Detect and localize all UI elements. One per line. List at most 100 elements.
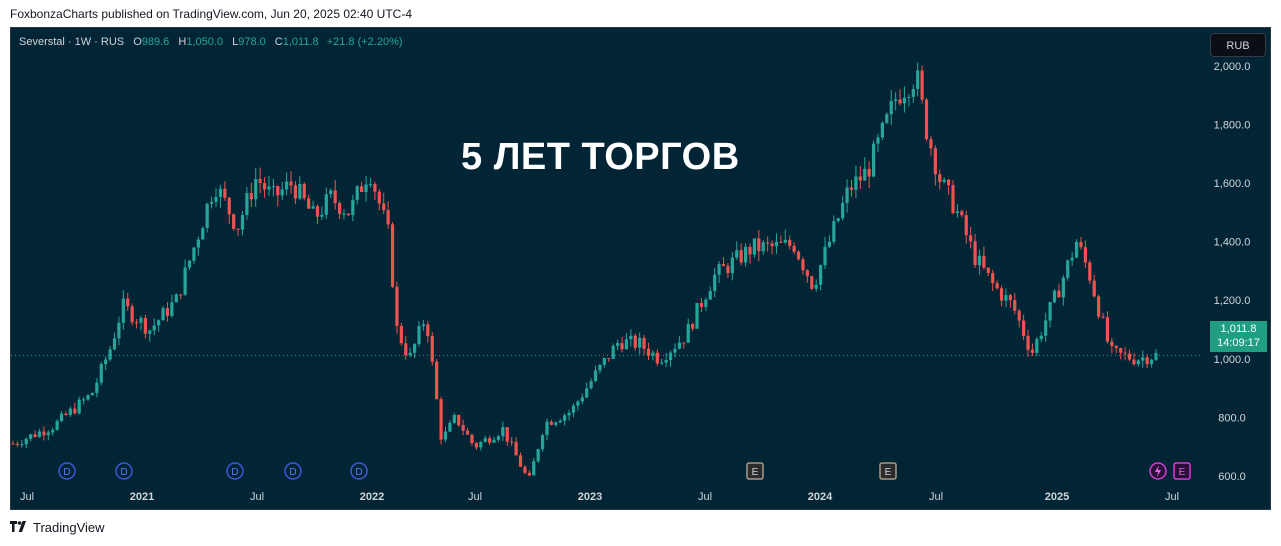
candle — [977, 249, 982, 275]
dividend-icon[interactable]: D — [115, 462, 133, 480]
candle-body — [1145, 357, 1149, 365]
candle-body — [1044, 320, 1048, 336]
candle-body — [752, 238, 757, 255]
high-value: 1,050.0 — [186, 36, 224, 48]
dividend-icon[interactable]: D — [284, 462, 302, 480]
price-chart[interactable]: 600.0 800.0 1,000.0 1,200.0 1,400.0 1,600.0 1,… — [11, 28, 1271, 510]
x-tick-label: Jul — [20, 491, 34, 503]
candle — [90, 392, 95, 396]
candle-body — [95, 382, 99, 393]
candle — [276, 185, 280, 207]
candle — [333, 179, 337, 210]
candle-body — [435, 361, 439, 400]
candle — [386, 201, 390, 229]
candle — [929, 135, 933, 156]
candle — [849, 179, 854, 197]
candle — [819, 264, 823, 291]
flash-icon[interactable] — [1149, 462, 1167, 480]
candle — [399, 323, 403, 346]
candle — [1149, 358, 1154, 368]
candle-body — [885, 114, 889, 123]
candle — [134, 319, 139, 329]
candle-body — [633, 335, 637, 348]
candle-body — [187, 260, 192, 268]
candle-body — [933, 148, 937, 175]
candle — [938, 169, 942, 190]
open-value: 989.6 — [141, 36, 170, 48]
candle-body — [64, 413, 68, 415]
dividend-circle — [58, 462, 76, 480]
earnings-icon[interactable]: E — [1173, 462, 1191, 480]
candle — [567, 409, 571, 421]
candle-body — [267, 186, 271, 190]
candle-body — [1026, 335, 1030, 350]
candle-body — [201, 228, 205, 240]
candle — [902, 86, 907, 113]
candle — [735, 241, 739, 260]
candle-body — [832, 221, 836, 242]
candle — [271, 178, 275, 197]
candle-body — [108, 349, 112, 360]
candle-body — [240, 215, 245, 230]
candle-body — [315, 206, 320, 217]
candle — [192, 246, 196, 265]
candle — [598, 364, 602, 374]
candle-body — [999, 288, 1004, 301]
candle — [951, 180, 955, 215]
candle-body — [571, 405, 576, 413]
candle-body — [439, 399, 443, 440]
candle — [880, 121, 884, 141]
candle-body — [298, 183, 302, 199]
x-tick-label: 2023 — [578, 491, 602, 503]
candle — [1044, 312, 1048, 342]
earnings-glyph: E — [752, 467, 759, 478]
candle-body — [382, 203, 386, 211]
candle-body — [165, 308, 170, 316]
candle — [214, 188, 218, 207]
candle — [946, 178, 951, 195]
candle — [845, 179, 849, 213]
candle — [1017, 309, 1021, 328]
candle — [518, 452, 523, 468]
dividend-icon[interactable]: D — [226, 462, 244, 480]
candle-body — [814, 284, 818, 289]
candle-body — [1110, 341, 1114, 346]
dividend-icon[interactable]: D — [350, 462, 368, 480]
candle-body — [1105, 317, 1110, 342]
candle — [1127, 349, 1132, 362]
candle — [585, 382, 589, 399]
candle — [267, 175, 271, 196]
symbol-title[interactable]: Severstal · 1W · RUS — [19, 36, 125, 48]
candle — [841, 195, 845, 221]
candle — [757, 229, 761, 262]
candle — [382, 192, 386, 215]
candle — [293, 181, 298, 204]
candle — [412, 342, 417, 359]
candle — [615, 339, 620, 351]
candle-body — [90, 392, 95, 396]
low-label: L — [232, 36, 239, 48]
currency-button[interactable]: RUB — [1210, 33, 1266, 57]
candle-body — [911, 89, 915, 97]
candle — [1123, 347, 1127, 361]
candle-body — [894, 99, 898, 102]
candle — [364, 175, 368, 202]
y-tick-label: 2,000.0 — [1214, 61, 1251, 73]
earnings-icon[interactable]: E — [746, 462, 764, 480]
symbol-legend[interactable]: Severstal · 1W · RUS O989.6 H1,050.0 L97… — [19, 36, 403, 48]
candle — [59, 410, 64, 423]
candle-body — [841, 202, 845, 219]
chart-area[interactable]: 600.0 800.0 1,000.0 1,200.0 1,400.0 1,600.0 1,… — [10, 27, 1271, 510]
candle — [1097, 294, 1101, 319]
candle-body — [59, 413, 64, 421]
candle-body — [651, 352, 655, 356]
candle — [29, 433, 33, 442]
dividend-icon[interactable]: D — [58, 462, 76, 480]
candle-body — [730, 257, 734, 274]
earnings-icon[interactable]: E — [879, 462, 897, 480]
candle-body — [982, 255, 986, 268]
candle-body — [501, 427, 505, 437]
candle-body — [1132, 359, 1136, 365]
tradingview-brand[interactable]: TradingView — [10, 520, 105, 535]
candle — [832, 215, 836, 245]
